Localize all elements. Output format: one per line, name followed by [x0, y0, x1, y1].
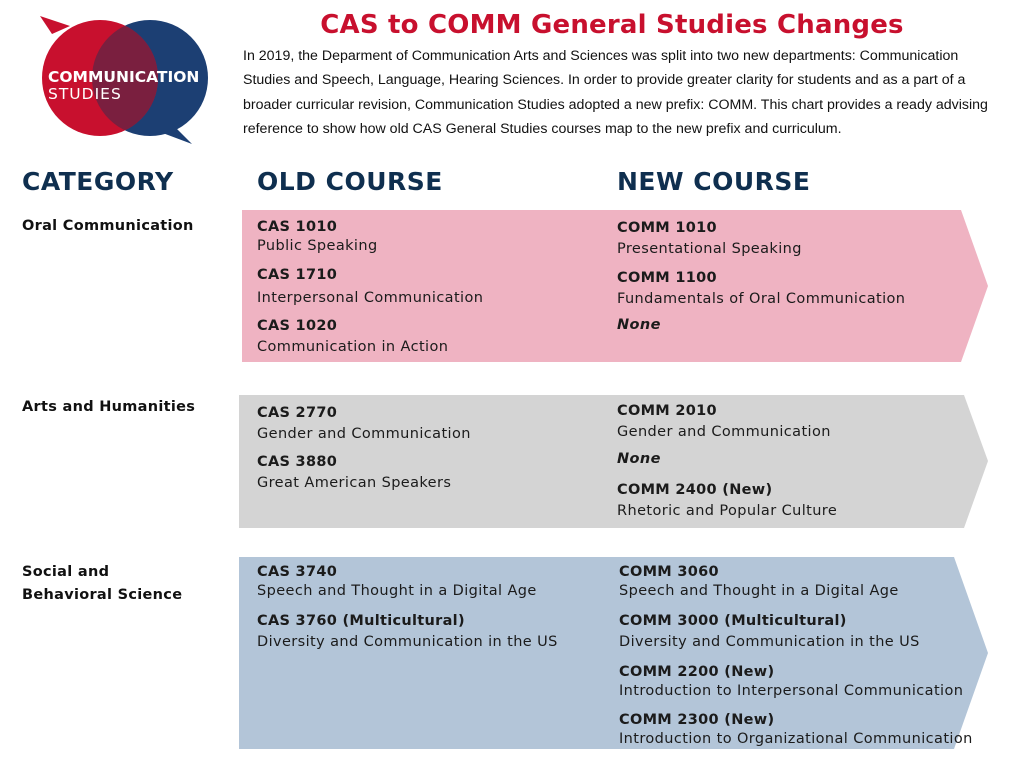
course-code: COMM 3060: [619, 564, 719, 580]
social-behavioral-band: [239, 557, 992, 749]
new-course: COMM 2200 (New) Introduction to Interper…: [619, 663, 963, 701]
course-name: Fundamentals of Oral Communication: [617, 291, 906, 307]
course-code: CAS 3880: [257, 454, 338, 470]
course-code: COMM 1100: [617, 270, 717, 286]
old-course: CAS 1010 Public Speaking: [257, 218, 378, 256]
course-code: CAS 3740: [257, 564, 338, 580]
course-name: Gender and Communication: [257, 426, 471, 442]
new-course: COMM 2400 (New) Rhetoric and Popular Cul…: [617, 481, 837, 521]
course-code: CAS 1010: [257, 219, 338, 235]
old-course: CAS 3760 (Multicultural) Diversity and C…: [257, 612, 558, 652]
course-code: CAS 1020: [257, 318, 338, 334]
category-social-behavioral-science: Social and Behavioral Science: [22, 561, 182, 607]
course-code: CAS 3760 (Multicultural): [257, 613, 465, 629]
course-name: Communication in Action: [257, 339, 449, 355]
logo-text-line1: COMMUNICATION: [48, 68, 199, 86]
category-oral-communication: Oral Communication: [22, 218, 194, 234]
course-name: Public Speaking: [257, 238, 378, 254]
course-code: CAS 1710: [257, 267, 338, 283]
course-code: COMM 1010: [617, 220, 717, 236]
category-line: Behavioral Science: [22, 587, 183, 603]
new-course: COMM 3060 Speech and Thought in a Digita…: [619, 563, 899, 601]
course-name: Presentational Speaking: [617, 241, 802, 257]
communication-studies-logo: COMMUNICATION STUDIES: [22, 12, 212, 152]
speech-bubbles-logo-icon: COMMUNICATION STUDIES: [40, 16, 208, 144]
arrow-band-shape: [239, 557, 988, 749]
course-code: COMM 2010: [617, 403, 717, 419]
course-code: COMM 2300 (New): [619, 712, 775, 728]
arrow-band-shape: [242, 210, 988, 362]
new-course: COMM 2010 Gender and Communication: [617, 402, 831, 442]
category-arts-and-humanities: Arts and Humanities: [22, 399, 196, 415]
arts-humanities-band: [239, 395, 992, 528]
new-course-header: NEW COURSE: [617, 167, 811, 196]
course-name: Great American Speakers: [257, 475, 452, 491]
course-code: CAS 2770: [257, 405, 338, 421]
course-name: Introduction to Organizational Communica…: [619, 731, 973, 747]
course-code: COMM 3000 (Multicultural): [619, 613, 847, 629]
oral-communication-band: [242, 210, 992, 362]
course-name: Interpersonal Communication: [257, 290, 484, 306]
course-code: COMM 2400 (New): [617, 482, 773, 498]
new-course: COMM 1100 Fundamentals of Oral Communica…: [617, 269, 905, 309]
course-name: Diversity and Communication in the US: [619, 634, 920, 650]
course-name: Introduction to Interpersonal Communicat…: [619, 683, 964, 699]
new-course: COMM 1010 Presentational Speaking: [617, 219, 802, 259]
old-course: CAS 2770 Gender and Communication: [257, 404, 471, 444]
course-name: Speech and Thought in a Digital Age: [619, 583, 899, 599]
old-course: CAS 1020 Communication in Action: [257, 317, 448, 357]
new-course-none: None: [617, 451, 661, 467]
arrow-band-shape: [239, 395, 988, 528]
category-header: CATEGORY: [22, 167, 174, 196]
category-line: Social and: [22, 564, 110, 580]
old-course: CAS 1710 Interpersonal Communication: [257, 266, 483, 308]
page-title: CAS to COMM General Studies Changes: [320, 10, 904, 40]
course-name: Diversity and Communication in the US: [257, 634, 558, 650]
new-course: COMM 2300 (New) Introduction to Organiza…: [619, 711, 973, 749]
course-code: COMM 2200 (New): [619, 664, 775, 680]
new-course: COMM 3000 (Multicultural) Diversity and …: [619, 612, 920, 652]
course-name: Speech and Thought in a Digital Age: [257, 583, 537, 599]
old-course-header: OLD COURSE: [257, 167, 443, 196]
course-name: Rhetoric and Popular Culture: [617, 503, 838, 519]
old-course: CAS 3740 Speech and Thought in a Digital…: [257, 563, 537, 601]
new-course-none: None: [617, 317, 661, 333]
intro-paragraph: In 2019, the Deparment of Communication …: [243, 48, 988, 138]
course-name: Gender and Communication: [617, 424, 831, 440]
old-course: CAS 3880 Great American Speakers: [257, 453, 451, 493]
logo-text-line2: STUDIES: [48, 85, 122, 103]
